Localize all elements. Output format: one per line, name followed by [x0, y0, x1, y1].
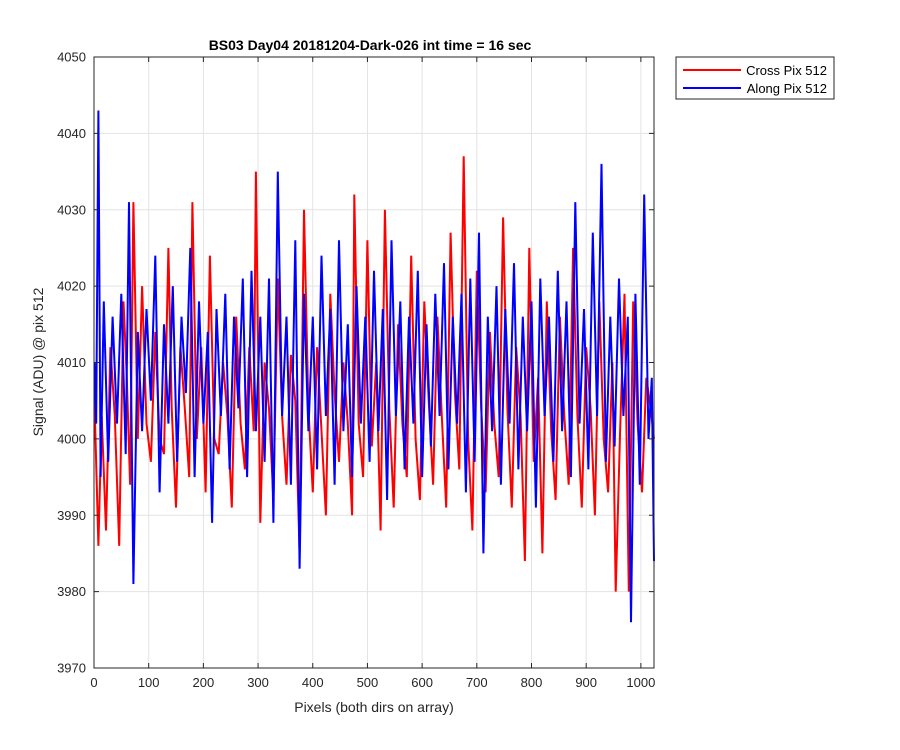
axis-ticks: 0 100 200 300 400 500 600 700 800 900 1000 3970 3980… [57, 50, 655, 691]
chart-title: BS03 Day04 20181204-Dark-026 int time = … [209, 37, 532, 53]
x-axis-label: Pixels (both dirs on array) [294, 699, 454, 715]
y-tick-label: 4040 [57, 126, 86, 141]
x-tick-label: 1000 [626, 675, 655, 690]
x-tick-label: 300 [247, 675, 269, 690]
x-tick-label: 0 [90, 675, 97, 690]
y-tick-label: 4050 [57, 50, 86, 65]
legend-label-along: Along Pix 512 [747, 81, 827, 96]
y-axis-label: Signal (ADU) @ pix 512 [30, 287, 46, 436]
x-tick-label: 800 [521, 675, 543, 690]
x-tick-label: 100 [138, 675, 160, 690]
y-tick-label: 4010 [57, 355, 86, 370]
series-line-along-pix-512 [93, 110, 655, 623]
series-layer [93, 110, 655, 623]
y-tick-label: 4020 [57, 279, 86, 294]
x-tick-label: 500 [357, 675, 379, 690]
series-line-cross-pix-512 [93, 156, 655, 592]
y-tick-label: 3970 [57, 661, 86, 676]
x-tick-label: 900 [575, 675, 597, 690]
x-tick-label: 600 [411, 675, 433, 690]
y-tick-label: 3980 [57, 584, 86, 599]
legend-box [675, 56, 835, 100]
x-tick-label: 700 [466, 675, 488, 690]
legend-label-cross: Cross Pix 512 [746, 63, 827, 78]
x-tick-label: 200 [193, 675, 215, 690]
y-tick-label: 3990 [57, 508, 86, 523]
y-tick-label: 4000 [57, 431, 86, 446]
legend: Cross Pix 512 Along Pix 512 [675, 56, 835, 100]
y-tick-label: 4030 [57, 202, 86, 217]
x-tick-label: 400 [302, 675, 324, 690]
